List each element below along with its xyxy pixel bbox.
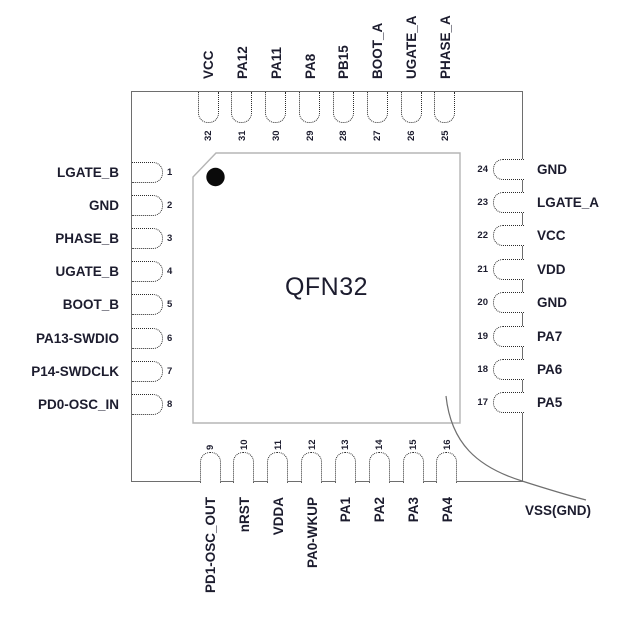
pin-pad-right-19 [493,325,524,347]
pin-number-20: 20 [477,297,488,309]
pin-pad-bottom-14 [368,452,390,483]
pin-label-2: GND [89,197,119,213]
pin-number-23: 23 [477,196,488,208]
pin-number-6: 6 [167,332,173,344]
pin-number-4: 4 [167,266,173,278]
pin-number-8: 8 [167,398,173,410]
pin-pad-bottom-9 [199,452,221,483]
pin-label-23: LGATE_A [537,194,600,210]
pin-pad-top-29 [299,92,321,123]
pin-pad-right-24 [493,158,524,180]
pin-label-6: PA13-SWDIO [35,330,119,346]
exposed-pad-leader-line [445,395,587,501]
pin-number-5: 5 [167,299,173,311]
pin-pad-left-1 [132,161,163,183]
pin-pad-top-28 [332,92,354,123]
pin1-indicator-dot [206,167,225,187]
pin-pad-right-23 [493,191,524,213]
pin-pad-top-27 [366,92,388,123]
pin-pad-left-6 [132,327,163,349]
pin-label-19: PA7 [537,328,563,344]
pin-pad-left-7 [132,360,163,382]
pin-pad-bottom-10 [233,452,255,483]
pin-label-22: VCC [537,228,566,244]
pin-number-19: 19 [477,330,488,342]
pin-pad-right-17 [493,392,524,414]
pin-label-24: GND [537,161,567,177]
pin-pad-bottom-15 [402,452,424,483]
pin-label-5: BOOT_B [62,297,119,313]
pin-number-7: 7 [167,365,173,377]
pin-label-7: P14-SWDCLK [31,363,119,379]
pin-label-4: UGATE_B [55,264,119,280]
pin-pad-right-21 [493,258,524,280]
pin-pad-right-20 [493,292,524,314]
pin-label-17: PA5 [537,395,563,411]
pin-label-3: PHASE_B [55,230,119,246]
pin-pad-top-26 [400,92,422,123]
pin-pad-top-30 [265,92,287,123]
package-name-label: QFN32 [284,273,369,301]
pin-pad-bottom-12 [301,452,323,483]
pin-number-24: 24 [477,163,488,175]
pin-label-21: VDD [537,261,566,277]
exposed-pad-label: VSS(GND) [525,503,592,518]
pin-pad-bottom-16 [436,452,458,483]
pin-number-1: 1 [167,166,173,178]
pin-pad-left-2 [132,194,163,216]
pin-number-17: 17 [477,397,488,409]
pin-pad-left-5 [132,294,163,316]
pin-number-22: 22 [477,230,488,242]
pin-number-21: 21 [477,263,488,275]
pin-pad-right-18 [493,358,524,380]
pin-pad-right-22 [493,225,524,247]
pin-number-3: 3 [167,232,173,244]
pin-pad-left-8 [132,393,163,415]
pin-pad-top-32 [197,92,219,123]
pin-pad-top-31 [231,92,253,123]
pin-number-18: 18 [477,363,488,375]
pin-pad-left-3 [132,227,163,249]
die-body [192,152,461,424]
pin-pad-bottom-13 [334,452,356,483]
pin-pad-left-4 [132,261,163,283]
pin-pad-bottom-11 [267,452,289,483]
pin-number-2: 2 [167,199,173,211]
pin-label-8: PD0-OSC_IN [37,396,119,412]
pin-label-1: LGATE_B [56,164,119,180]
pin-pad-top-25 [434,92,456,123]
pin-label-18: PA6 [537,361,563,377]
pin-label-20: GND [537,295,567,311]
